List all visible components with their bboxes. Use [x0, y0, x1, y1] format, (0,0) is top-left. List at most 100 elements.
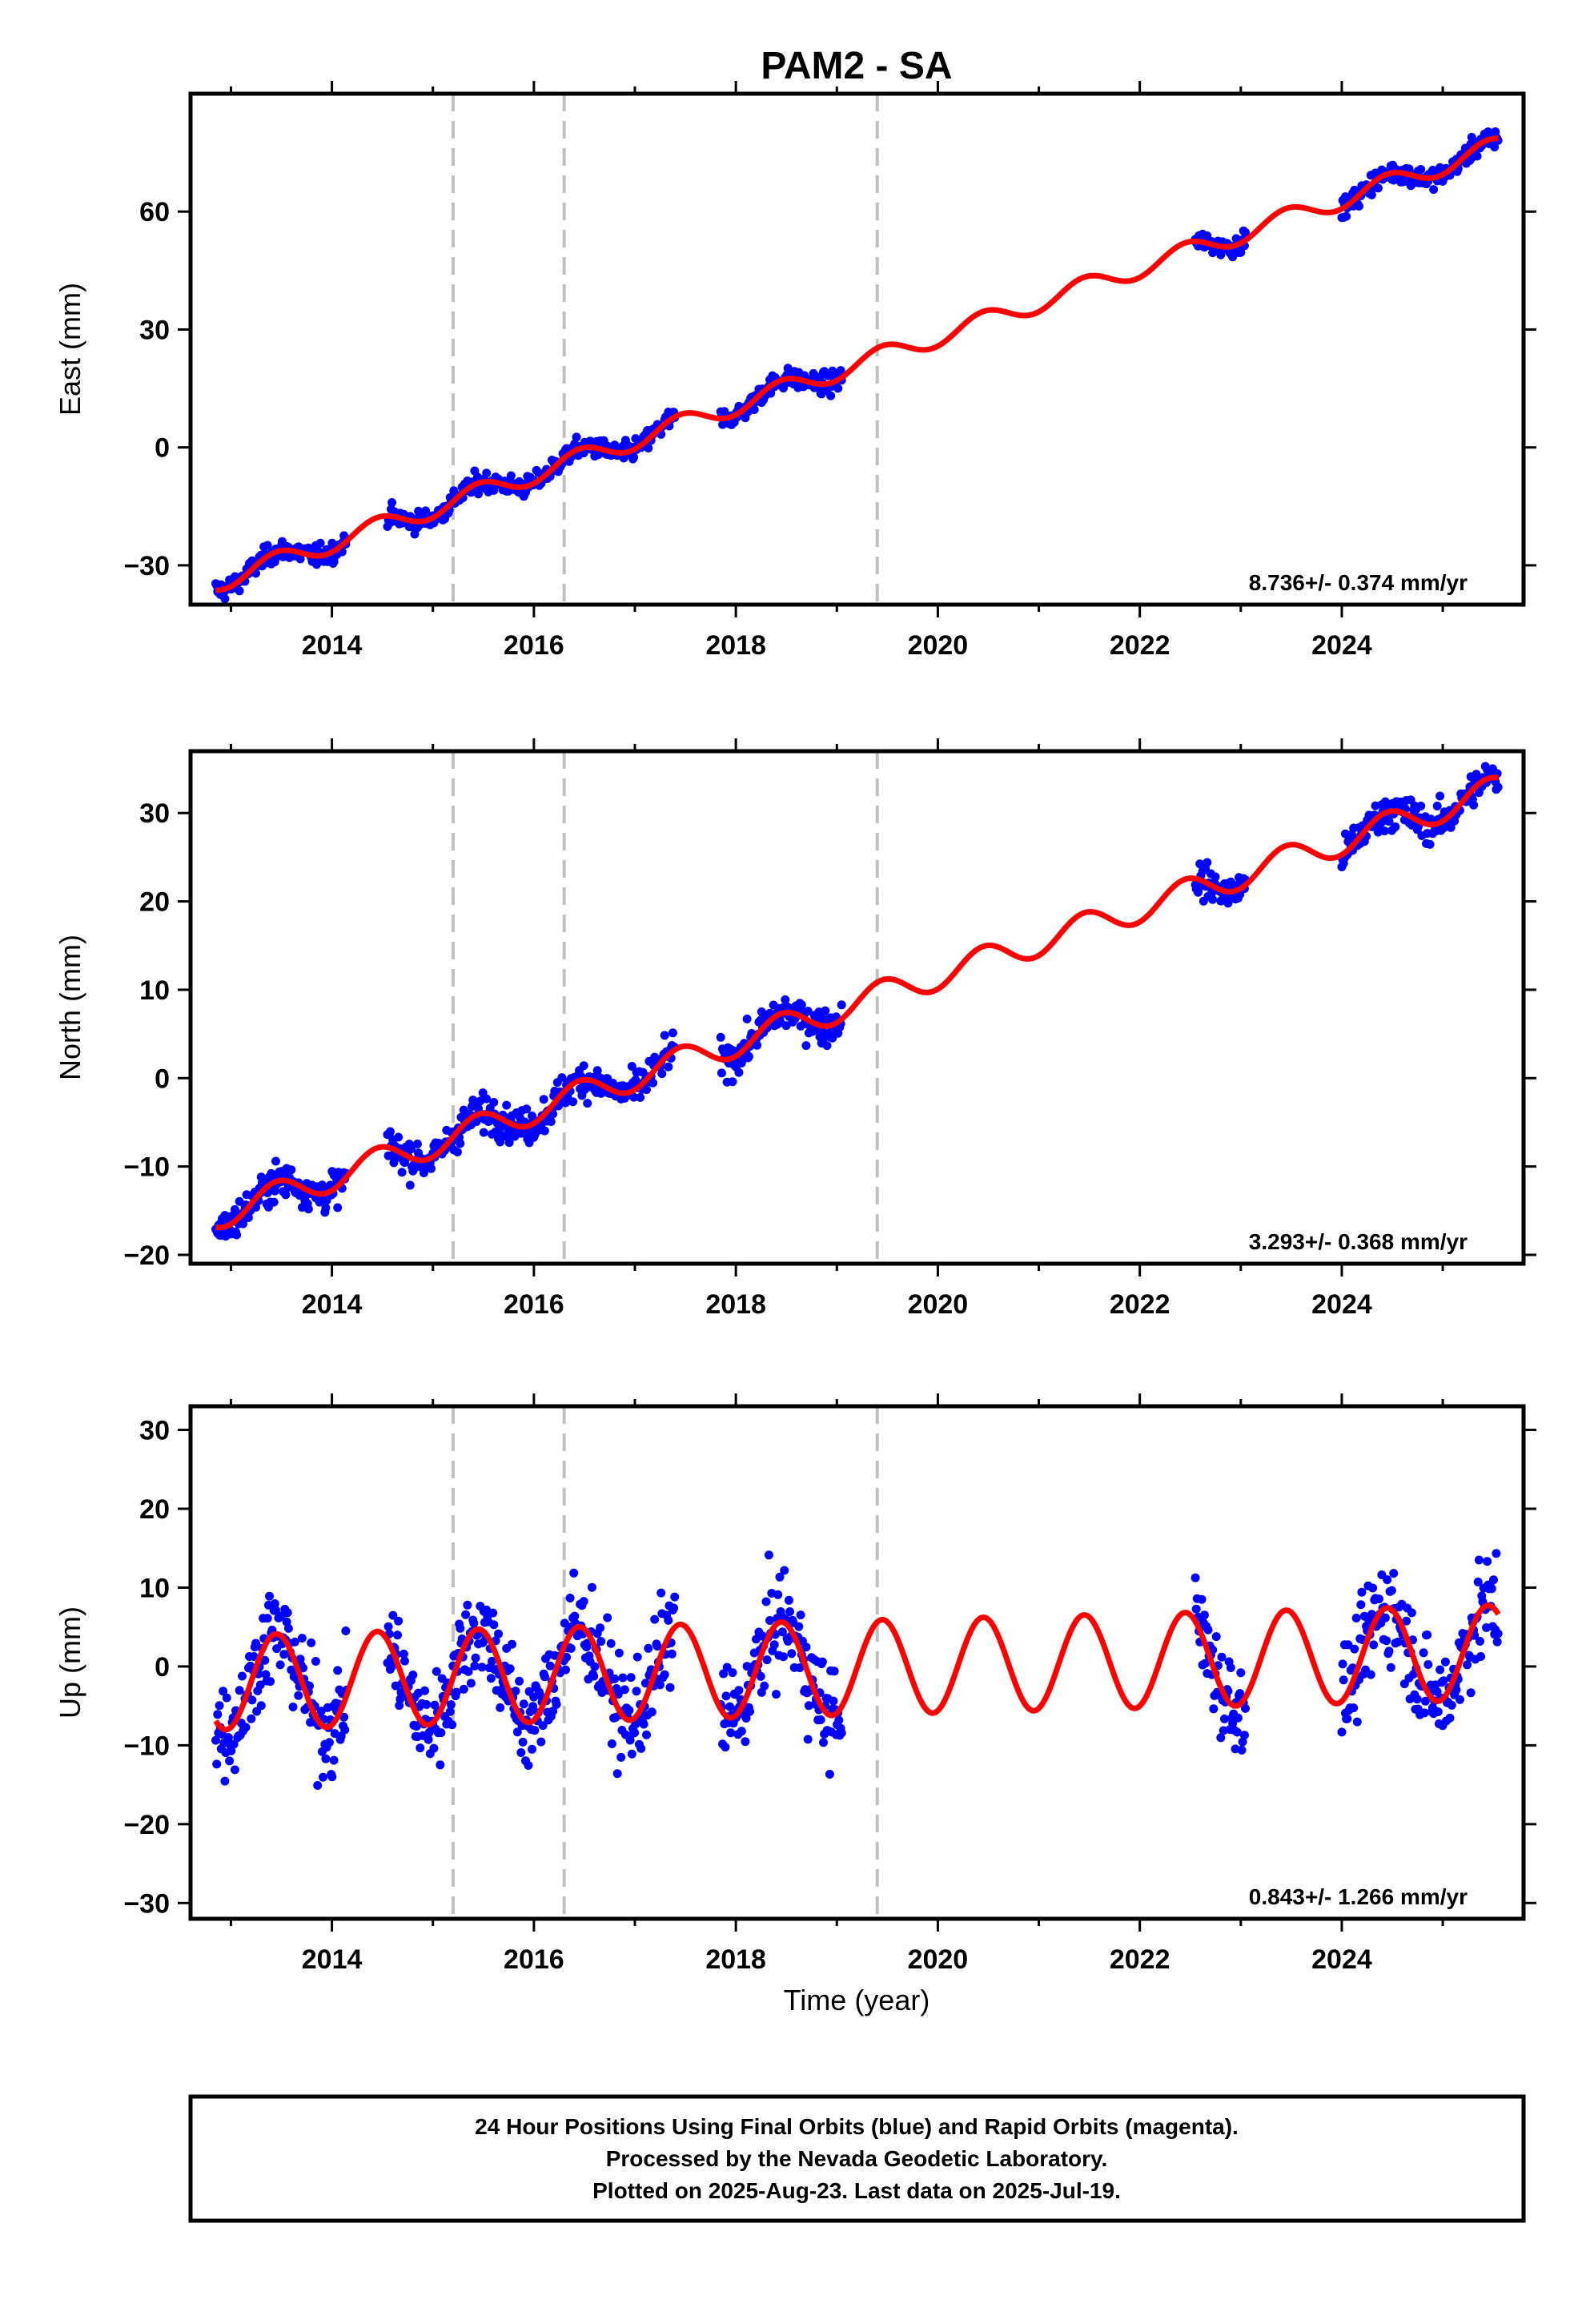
north-observation-point [287, 1165, 296, 1175]
up-observation-point [469, 1618, 479, 1628]
up-observation-point [670, 1592, 680, 1602]
up-observation-point [530, 1726, 540, 1735]
up-observation-point [1483, 1557, 1492, 1566]
up-observation-point [779, 1652, 788, 1662]
up-observation-point [721, 1743, 730, 1752]
up-y-tick-label: 20 [139, 1494, 170, 1525]
up-observation-point [1423, 1660, 1433, 1669]
east-observation-point [1490, 143, 1500, 152]
up-observation-point [538, 1721, 548, 1731]
up-observation-point [540, 1672, 549, 1682]
up-observation-point [211, 1735, 220, 1745]
up-x-tick-label: 2016 [504, 1944, 564, 1975]
up-observation-point [565, 1594, 575, 1602]
east-observation-point [629, 452, 639, 462]
north-observation-point [627, 1062, 636, 1071]
north-observation-point [1416, 802, 1426, 810]
up-observation-point [1452, 1685, 1461, 1695]
east-y-tick-label: 60 [139, 197, 170, 227]
north-observation-point [303, 1204, 313, 1214]
up-observation-point [590, 1662, 600, 1671]
up-observation-point [603, 1613, 612, 1622]
up-observation-point [488, 1608, 498, 1618]
east-observation-point [506, 471, 516, 480]
north-panel: 2014 2016 2018 2020 2022 2024 −20 −10 0 10 20 30 Nor… [54, 738, 1536, 1320]
up-observation-point [518, 1737, 528, 1747]
up-observation-point [528, 1702, 538, 1711]
up-observation-point [1203, 1625, 1213, 1634]
up-observation-point [463, 1600, 472, 1610]
up-observation-point [819, 1738, 828, 1747]
north-observation-point [734, 1068, 744, 1077]
east-y-tick-label: 0 [155, 433, 170, 464]
up-observation-point [470, 1661, 480, 1671]
up-observation-point [452, 1687, 461, 1697]
north-observation-point [1446, 822, 1456, 832]
north-observation-point [657, 1069, 667, 1079]
up-observation-point [632, 1652, 642, 1662]
up-observation-point [795, 1663, 805, 1672]
up-model-curve [213, 1602, 1501, 1733]
north-observation-point [405, 1180, 415, 1190]
up-observation-point [459, 1684, 468, 1694]
up-observation-point [1447, 1700, 1456, 1710]
up-observation-point [393, 1630, 402, 1640]
up-observation-point [464, 1667, 473, 1676]
up-observation-point [429, 1743, 439, 1753]
up-observation-point [1232, 1727, 1242, 1737]
up-observation-point [1380, 1613, 1390, 1622]
east-observation-point [220, 594, 230, 604]
up-observation-point [825, 1770, 834, 1779]
east-observation-point [482, 468, 492, 478]
up-observation-point [1456, 1695, 1464, 1704]
north-observation-point [407, 1144, 416, 1154]
up-observation-point [515, 1676, 524, 1686]
up-observation-point [1241, 1703, 1250, 1713]
up-observation-point [1387, 1586, 1396, 1595]
up-observation-point [321, 1754, 331, 1763]
east-x-tick-label: 2020 [908, 630, 969, 661]
north-x-tick-label: 2020 [908, 1289, 969, 1320]
up-observation-point [1233, 1713, 1243, 1723]
up-observation-point [311, 1657, 320, 1666]
north-observation-point [482, 1094, 492, 1104]
up-observation-point [636, 1743, 646, 1753]
north-x-tick-label: 2016 [504, 1289, 564, 1320]
north-observation-point [583, 1099, 592, 1108]
north-model-curve [215, 774, 1500, 1231]
up-observation-point [436, 1760, 445, 1770]
up-observation-point [319, 1772, 327, 1782]
up-y-tick-label: 0 [155, 1652, 170, 1683]
north-observation-point [1469, 800, 1479, 810]
up-observation-point [1439, 1676, 1448, 1686]
up-observation-point [235, 1686, 244, 1695]
up-observation-point [307, 1638, 316, 1647]
up-observation-point [660, 1670, 669, 1679]
footer-line-dates: Plotted on 2025-Aug-23. Last data on 202… [592, 2178, 1121, 2203]
up-observation-point [461, 1610, 471, 1619]
up-observation-point [1352, 1717, 1362, 1727]
north-observation-point [456, 1139, 465, 1148]
up-observation-point [1383, 1575, 1392, 1585]
up-observation-point [816, 1715, 825, 1724]
north-observation-point [333, 1203, 343, 1212]
up-observation-point [508, 1639, 516, 1649]
up-observation-point [394, 1616, 404, 1626]
up-observation-point [1492, 1637, 1502, 1647]
east-observation-point [421, 506, 431, 516]
up-observation-point [630, 1728, 640, 1738]
north-observation-point [744, 1051, 753, 1061]
up-observation-point [516, 1748, 526, 1757]
up-x-tick-label: 2014 [302, 1944, 363, 1975]
north-observation-point [837, 1000, 846, 1010]
up-y-tick-label: −30 [123, 1888, 170, 1919]
up-observation-point [745, 1707, 754, 1716]
up-observation-point [1337, 1727, 1347, 1737]
up-observation-point [639, 1719, 648, 1729]
up-observation-point [241, 1723, 251, 1732]
up-observation-point [616, 1752, 626, 1762]
up-observation-point [642, 1730, 651, 1739]
up-observation-point [1197, 1594, 1207, 1604]
up-observation-point [728, 1668, 737, 1678]
east-observation-point [644, 444, 653, 452]
